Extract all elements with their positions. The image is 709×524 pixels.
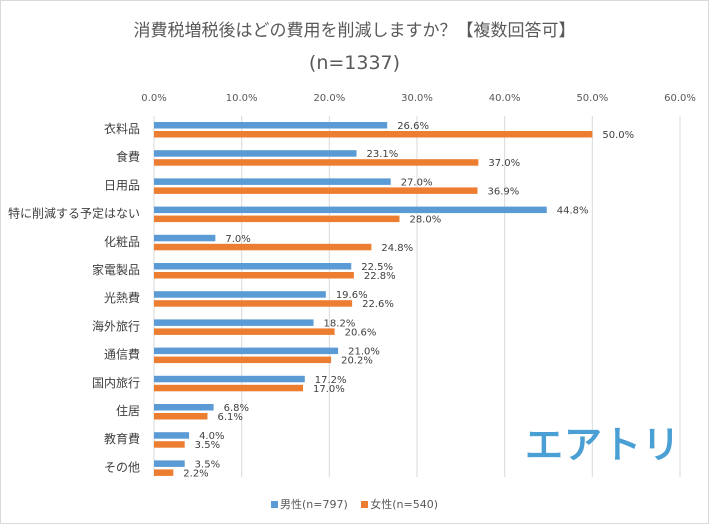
data-label-female: 20.6% [345, 327, 377, 338]
airtrip-logo: エアトリ [525, 423, 682, 467]
data-label-male: 3.5% [195, 459, 220, 470]
category-label: 住居 [116, 404, 140, 418]
category-label: 通信費 [104, 347, 140, 362]
bar-female [154, 131, 593, 138]
x-tick-label: 20.0% [313, 93, 345, 104]
bar-male [154, 432, 190, 439]
category-label: 特に削減する予定はない [8, 206, 140, 221]
legend-label-female: 女性(n=540) [370, 498, 439, 511]
bar-female [154, 328, 335, 335]
category-label: その他 [104, 460, 140, 474]
data-label-female: 36.9% [487, 186, 519, 197]
data-label-female: 20.2% [341, 356, 373, 367]
category-label: 食費 [116, 149, 140, 164]
chart-subtitle: (n=1337) [308, 52, 401, 74]
bar-female [154, 243, 372, 251]
data-label-female: 6.1% [217, 412, 242, 423]
bar-male [154, 404, 214, 411]
bar-male [154, 234, 216, 242]
bar-male [154, 122, 388, 129]
legend-label-male: 男性(n=797) [279, 498, 348, 511]
legend-swatch-male [270, 501, 278, 508]
bar-female [154, 215, 400, 223]
data-label-male: 7.0% [225, 234, 250, 245]
bar-female [154, 300, 353, 307]
data-label-male: 4.0% [199, 431, 224, 442]
data-label-female: 17.0% [313, 384, 345, 395]
data-label-male: 21.0% [348, 347, 380, 358]
bar-male [154, 206, 547, 214]
bar-female [154, 384, 304, 392]
legend-item-female: 女性(n=540) [361, 498, 438, 511]
category-label: 光熱費 [104, 290, 140, 305]
legend: 男性(n=797) 女性(n=540) [0, 496, 709, 512]
bar-male [154, 319, 314, 326]
category-label: 国内旅行 [92, 376, 140, 390]
bar-female [154, 356, 332, 364]
bar-female [154, 187, 478, 194]
category-label: 日用品 [104, 178, 140, 192]
data-label-male: 22.5% [361, 262, 393, 273]
data-label-female: 28.0% [409, 215, 441, 226]
data-label-male: 17.2% [315, 375, 347, 386]
data-label-female: 22.8% [364, 271, 396, 282]
bar-male [154, 460, 185, 467]
bar-female [154, 413, 208, 420]
data-label-male: 6.8% [224, 403, 249, 414]
data-label-male: 27.0% [401, 177, 433, 188]
bar-male [154, 291, 326, 298]
category-label: 教育費 [104, 431, 140, 446]
category-label: 化粧品 [104, 235, 140, 249]
data-label-female: 37.0% [488, 158, 520, 169]
legend-item-male: 男性(n=797) [270, 498, 351, 511]
legend-swatch-female [361, 501, 369, 508]
bar-female [154, 441, 185, 448]
data-label-male: 18.2% [324, 318, 356, 329]
chart-title: 消費税増税後はどの費用を削減しますか？【複数回答可】 [133, 21, 576, 41]
bar-male [154, 347, 339, 355]
data-label-male: 44.8% [557, 206, 589, 217]
data-label-male: 23.1% [367, 149, 399, 160]
bar-male [154, 263, 352, 270]
x-tick-label: 10.0% [226, 93, 258, 104]
bar-female [154, 159, 479, 166]
category-label: 海外旅行 [92, 318, 140, 333]
bar-male [154, 178, 391, 185]
x-tick-label: 60.0% [664, 93, 696, 104]
bar-female [154, 469, 174, 476]
data-label-female: 3.5% [195, 440, 220, 451]
x-tick-label: 50.0% [576, 93, 608, 104]
x-tick-label: 0.0% [141, 93, 166, 104]
category-label: 家電製品 [92, 262, 140, 277]
data-label-female: 2.2% [183, 468, 208, 479]
data-label-female: 50.0% [602, 130, 634, 141]
data-label-male: 26.6% [397, 121, 429, 132]
category-label: 衣料品 [104, 121, 140, 136]
bar-male [154, 375, 305, 383]
bar-male [154, 150, 357, 157]
bar-female [154, 272, 354, 279]
data-label-female: 24.8% [381, 243, 413, 254]
data-label-male: 19.6% [336, 290, 368, 301]
data-label-female: 22.6% [362, 299, 394, 310]
x-tick-label: 40.0% [489, 93, 521, 104]
x-tick-label: 30.0% [401, 93, 433, 104]
